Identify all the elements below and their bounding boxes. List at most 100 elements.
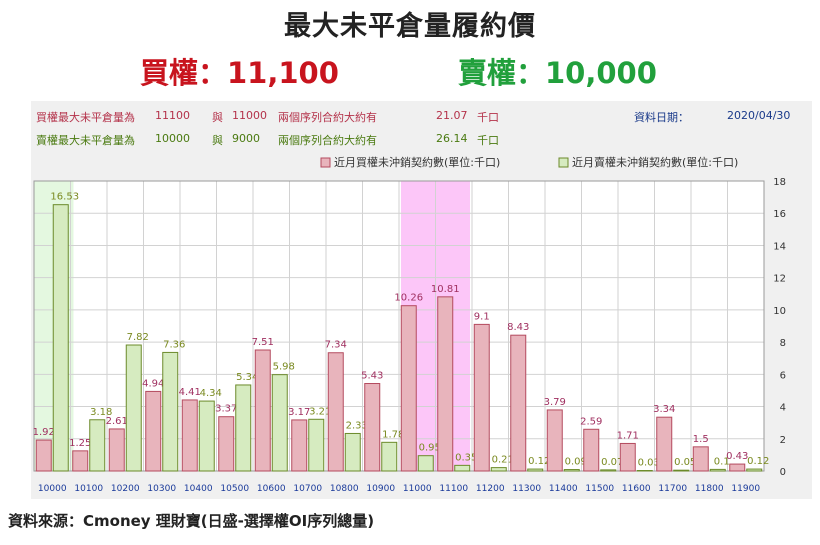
chart-panel: 買權最大未平倉量為 11100 與 11000 兩個序列合約大約有 21.07 … — [31, 101, 812, 499]
put-value-label: 0.95 — [419, 443, 441, 454]
x-tick-label: 10700 — [293, 484, 322, 494]
call-info-label: 買權最大未平倉量為 — [36, 111, 135, 124]
call-value-label: 2.61 — [106, 416, 128, 427]
put-value-label: 7.82 — [127, 332, 149, 343]
y-tick-label: 18 — [773, 177, 786, 188]
x-tick-label: 11900 — [731, 484, 760, 494]
put-value-label: 0.12 — [528, 456, 550, 467]
put-value-label: 2.33 — [346, 420, 368, 431]
x-tick-label: 11000 — [403, 484, 432, 494]
call-value-label: 1.5 — [693, 434, 709, 445]
put-value-label: 0.21 — [492, 455, 514, 466]
x-tick-label: 10200 — [111, 484, 140, 494]
put-info-desc: 兩個序列合約大約有 — [278, 134, 377, 147]
call-bar — [692, 446, 709, 472]
call-bar — [437, 296, 454, 472]
call-bar — [145, 390, 162, 472]
legend-put-label: 近月賣權未沖銷契約數(單位:千口) — [572, 155, 738, 169]
y-tick-label: 12 — [773, 274, 786, 285]
y-tick-label: 2 — [780, 435, 786, 446]
call-value-label: 10.81 — [431, 284, 460, 295]
put-value-label: 16.53 — [50, 192, 79, 203]
call-value-label: 3.37 — [215, 404, 237, 415]
call-bar — [364, 383, 381, 472]
x-tick-label: 11700 — [658, 484, 687, 494]
y-tick-label: 4 — [780, 403, 786, 414]
legend-call-swatch — [320, 157, 331, 168]
call-bar — [108, 428, 125, 472]
call-value-label: 1.71 — [617, 430, 639, 441]
put-info-unit: 千口 — [477, 134, 499, 147]
call-bar — [35, 439, 52, 472]
call-value-label: 1.25 — [69, 438, 91, 449]
call-value-label: 7.34 — [325, 340, 347, 351]
call-value-label: 1.92 — [33, 427, 55, 438]
call-bar — [327, 352, 344, 472]
put-info-amount: 26.14 — [436, 132, 468, 145]
put-value-label: 0.09 — [565, 457, 587, 468]
call-value-label: 9.1 — [474, 311, 490, 322]
call-bar — [254, 349, 271, 472]
plot-border — [33, 180, 765, 472]
put-max-strike: 賣權：10,000 — [458, 56, 657, 90]
x-tick-label: 10500 — [220, 484, 249, 494]
put-bar — [235, 384, 252, 472]
y-tick-label: 16 — [773, 209, 786, 220]
put-value-label: 0.35 — [455, 452, 477, 463]
put-value-label: 0.07 — [601, 457, 623, 468]
put-bar — [454, 464, 471, 472]
call-value-label: 4.94 — [142, 378, 164, 389]
call-value-label: 7.51 — [252, 337, 274, 348]
put-value-label: 7.36 — [163, 339, 185, 350]
put-bar — [563, 469, 580, 472]
y-tick-label: 10 — [773, 306, 786, 317]
put-bar — [308, 418, 325, 472]
call-bar — [656, 416, 673, 472]
call-value-label: 2.59 — [580, 416, 602, 427]
y-tick-label: 8 — [780, 338, 786, 349]
put-bar — [673, 469, 690, 472]
put-value-label: 5.34 — [236, 372, 258, 383]
y-tick-label: 6 — [780, 370, 786, 381]
call-info-desc: 兩個序列合約大約有 — [278, 111, 377, 124]
call-info-strike2: 11000 — [232, 109, 267, 122]
call-bar — [729, 463, 746, 472]
put-bar — [52, 204, 69, 472]
put-info-label: 賣權最大未平倉量為 — [36, 134, 135, 147]
put-value-label: 3.18 — [90, 407, 112, 418]
put-bar — [381, 441, 398, 472]
put-bar — [89, 419, 106, 472]
put-bar — [709, 468, 726, 472]
call-value-label: 3.79 — [544, 397, 566, 408]
x-tick-label: 10900 — [366, 484, 395, 494]
put-info-strike2: 9000 — [232, 132, 260, 145]
put-value-label: 3.21 — [309, 406, 331, 417]
put-value-label: 4.34 — [200, 388, 222, 399]
put-bar — [344, 432, 361, 472]
put-value-label: 0.05 — [674, 457, 696, 468]
put-bar — [271, 374, 288, 472]
call-value-label: 4.41 — [179, 387, 201, 398]
x-tick-label: 10300 — [147, 484, 176, 494]
call-info-strike1: 11100 — [155, 109, 190, 122]
call-info-connector: 與 — [212, 111, 223, 124]
legend-call-label: 近月買權未沖銷契約數(單位:千口) — [334, 155, 500, 169]
call-bar — [583, 428, 600, 472]
call-bar — [473, 323, 490, 472]
x-tick-label: 11300 — [512, 484, 541, 494]
y-tick-label: 14 — [773, 241, 786, 252]
put-info-connector: 與 — [212, 134, 223, 147]
x-tick-label: 10000 — [38, 484, 67, 494]
max-strike-summary: 買權：11,100 賣權：10,000 — [0, 50, 820, 90]
legend-put-swatch — [558, 157, 569, 168]
put-value-label: 1.78 — [382, 429, 404, 440]
call-bar — [400, 305, 417, 472]
x-tick-label: 11100 — [439, 484, 468, 494]
x-tick-label: 10600 — [257, 484, 286, 494]
put-bar — [198, 400, 215, 472]
x-tick-label: 10800 — [330, 484, 359, 494]
call-max-strike: 買權：11,100 — [140, 56, 339, 90]
call-value-label: 3.34 — [653, 404, 675, 415]
put-info-strike1: 10000 — [155, 132, 190, 145]
put-value-label: 0.03 — [638, 458, 660, 469]
